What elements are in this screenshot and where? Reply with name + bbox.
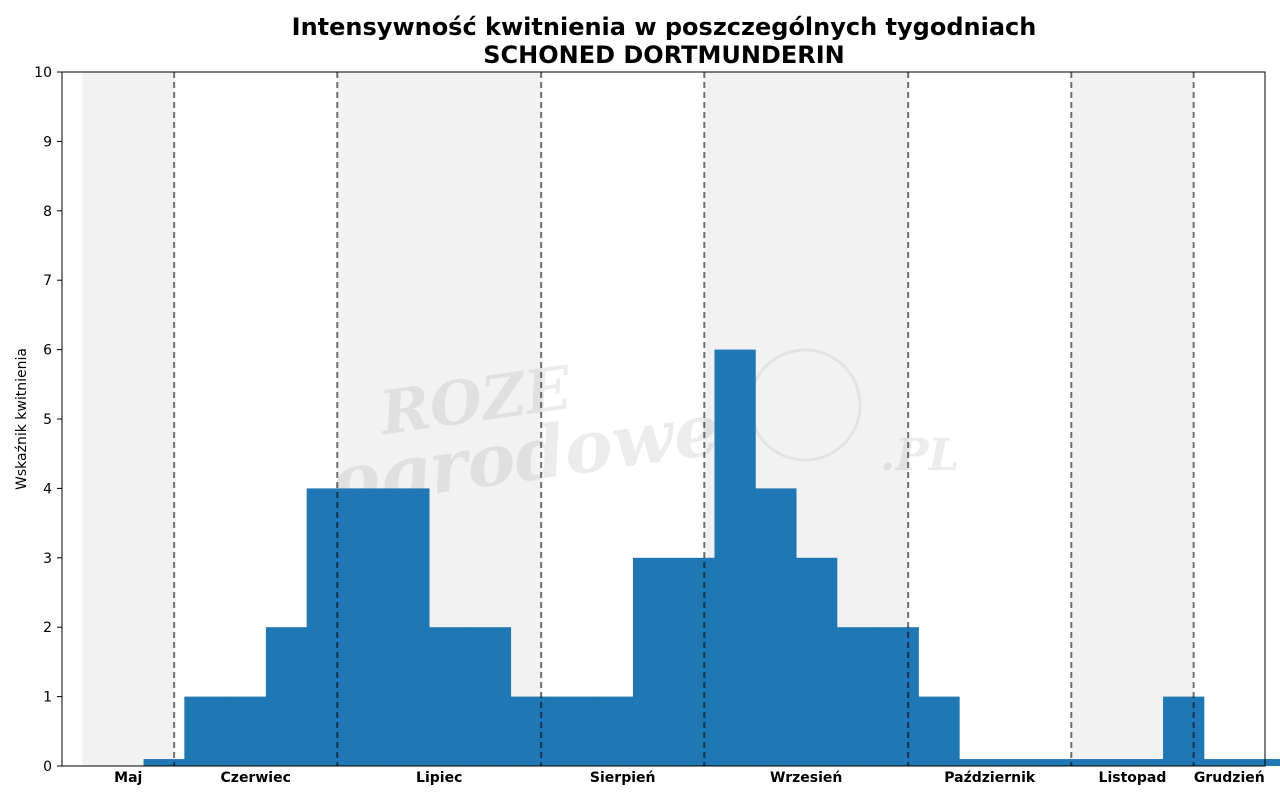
bar-week-12	[551, 696, 593, 766]
month-band-6	[1071, 72, 1194, 766]
bar-week-2	[143, 759, 185, 766]
y-tick-label-1: 1	[43, 690, 52, 706]
bar-week-29	[1244, 759, 1280, 766]
bar-week-19	[836, 627, 879, 766]
bar-week-22	[959, 759, 1001, 766]
bar-week-15	[673, 557, 715, 766]
bar-week-8	[388, 488, 430, 766]
bar-week-28	[1203, 759, 1246, 766]
bar-week-23	[999, 759, 1042, 766]
y-tick-label-6: 6	[43, 343, 52, 359]
bar-week-24	[1040, 759, 1082, 766]
y-tick-label-0: 0	[43, 759, 52, 775]
bar-week-20	[877, 627, 919, 766]
watermark-logo: ROZE ogrodowe .PL	[326, 348, 959, 524]
bar-week-27	[1163, 696, 1205, 766]
month-band-0	[82, 72, 175, 766]
y-tick-label-7: 7	[43, 273, 52, 289]
chart-title-line-1: Intensywność kwitnienia w poszczególnych…	[292, 13, 1037, 41]
bar-week-4	[225, 696, 267, 766]
bar-week-25	[1081, 759, 1123, 766]
bar-week-7	[347, 488, 389, 766]
month-label-2: Lipiec	[416, 770, 462, 786]
bar-week-17	[755, 488, 797, 766]
bar-week-9	[429, 627, 471, 766]
month-labels: Maj Czerwiec Lipiec Sierpień Wrzesień Paździe…	[114, 770, 1265, 786]
bar-week-21	[918, 696, 960, 766]
month-bands	[82, 72, 1194, 766]
bar-week-18	[796, 557, 838, 766]
bar-week-3	[184, 696, 226, 766]
bar-week-6	[306, 488, 348, 766]
month-label-6: Listopad	[1099, 770, 1167, 786]
month-divider-lines	[173, 72, 1195, 766]
bar-week-13	[592, 696, 634, 766]
chart-title-line-2: SCHONED DORTMUNDERIN	[483, 41, 845, 69]
y-tick-label-4: 4	[43, 481, 52, 497]
bar-week-10	[469, 627, 512, 766]
month-label-0: Maj	[114, 770, 142, 786]
month-label-1: Czerwiec	[221, 770, 291, 786]
watermark-text-pl: .PL	[880, 430, 959, 481]
y-tick-label-10: 10	[34, 65, 52, 81]
bar-week-16	[714, 349, 756, 766]
bar-week-14	[632, 557, 675, 766]
y-tick-label-2: 2	[43, 620, 52, 636]
y-axis-label: Wskaźnik kwitnienia	[14, 348, 30, 490]
y-tick-label-8: 8	[43, 204, 52, 220]
bar-week-5	[265, 627, 308, 766]
y-tick-label-3: 3	[43, 551, 52, 567]
y-tick-label-9: 9	[43, 134, 52, 150]
bar-week-26	[1122, 759, 1164, 766]
y-tick-label-5: 5	[43, 412, 52, 428]
month-label-4: Wrzesień	[770, 770, 842, 786]
month-label-7: Grudzień	[1194, 770, 1265, 786]
bars	[143, 349, 1280, 766]
month-label-3: Sierpień	[590, 770, 656, 786]
y-axis-ticks: 0 1 2 3 4 5 6 7 8 9 10	[34, 65, 62, 775]
bar-week-11	[510, 696, 552, 766]
month-label-5: Październik	[944, 770, 1036, 786]
